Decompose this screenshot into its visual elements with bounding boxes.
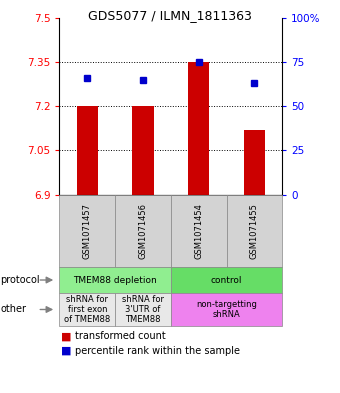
Text: control: control <box>211 275 242 285</box>
Text: TMEM88 depletion: TMEM88 depletion <box>73 275 157 285</box>
Text: GSM1071455: GSM1071455 <box>250 203 259 259</box>
Text: transformed count: transformed count <box>75 331 166 342</box>
Bar <box>188 62 209 195</box>
Text: GSM1071454: GSM1071454 <box>194 203 203 259</box>
Text: GSM1071457: GSM1071457 <box>83 203 92 259</box>
Bar <box>244 130 265 195</box>
Text: protocol: protocol <box>0 275 40 285</box>
Text: GSM1071456: GSM1071456 <box>138 203 148 259</box>
Text: non-targetting
shRNA: non-targetting shRNA <box>196 300 257 319</box>
Text: shRNA for
3'UTR of
TMEM88: shRNA for 3'UTR of TMEM88 <box>122 295 164 324</box>
Bar <box>133 106 154 195</box>
Bar <box>77 106 98 195</box>
Text: ■: ■ <box>61 331 72 342</box>
Text: shRNA for
first exon
of TMEM88: shRNA for first exon of TMEM88 <box>64 295 110 324</box>
Text: other: other <box>0 305 26 314</box>
Text: percentile rank within the sample: percentile rank within the sample <box>75 346 240 356</box>
Text: GDS5077 / ILMN_1811363: GDS5077 / ILMN_1811363 <box>88 9 252 22</box>
Text: ■: ■ <box>61 346 72 356</box>
